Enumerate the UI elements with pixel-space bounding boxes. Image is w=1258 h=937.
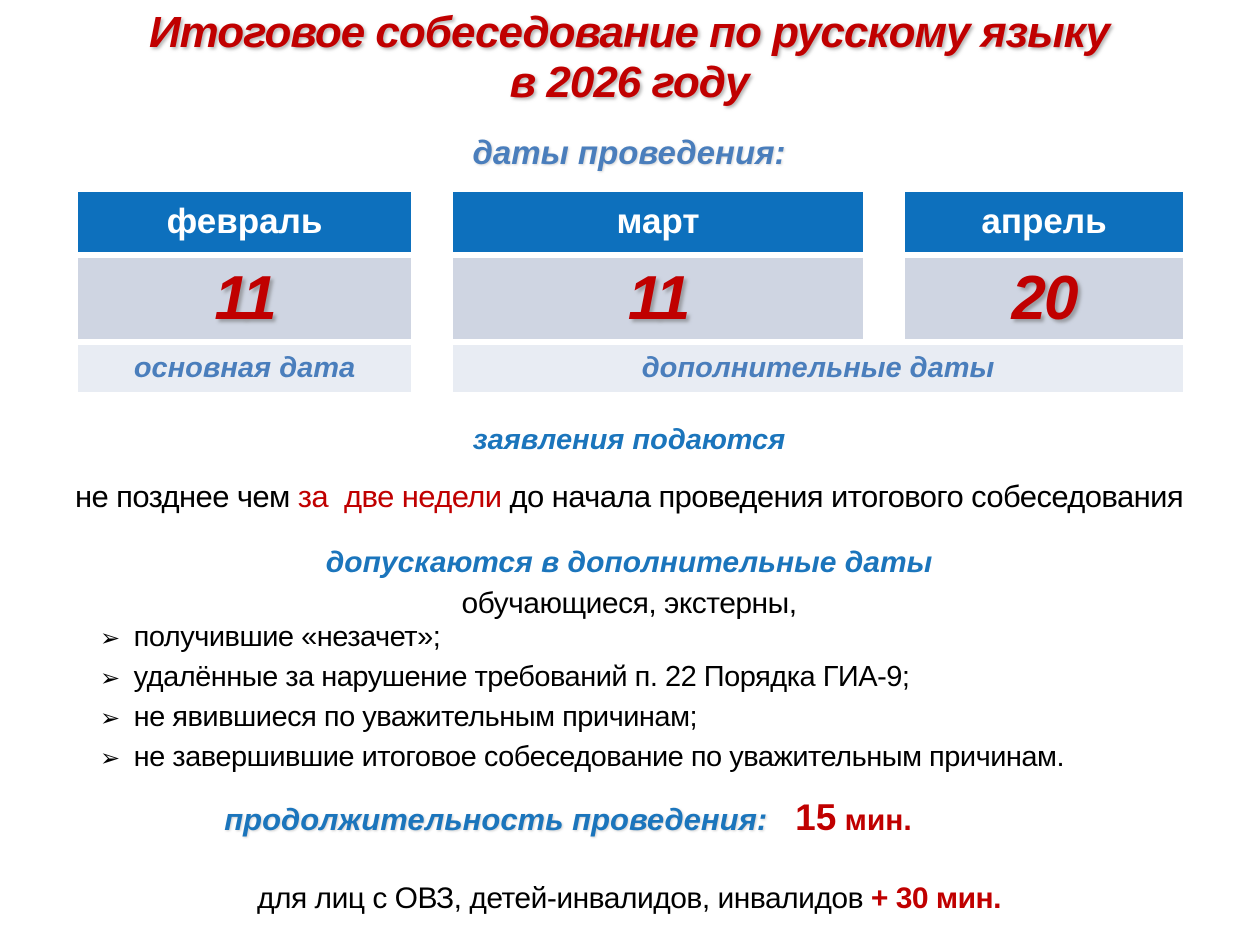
list-item: ➢ удалённые за нарушение требований п. 22…: [100, 662, 1218, 694]
arrowhead-bullet-icon: ➢: [100, 705, 120, 732]
special-duration-line: для лиц с ОВЗ, детей-инвалидов, инвалидо…: [0, 882, 1258, 916]
list-item: ➢ не явившиеся по уважительным причинам;: [100, 702, 1218, 734]
month-header-april: апрель: [905, 192, 1183, 252]
title-line-2: в 2026 году: [509, 58, 750, 107]
month-day-april: 20: [905, 258, 1183, 339]
duration-line: продолжительность проведения: 15 мин.: [0, 797, 1136, 839]
special-duration-value: + 30 мин.: [870, 882, 1002, 915]
deadline-highlight: за две недели: [297, 479, 502, 514]
month-day-march: 11: [453, 258, 863, 339]
month-header-march: март: [453, 192, 863, 252]
arrowhead-bullet-icon: ➢: [100, 665, 120, 692]
month-day-february: 11: [78, 258, 411, 339]
arrowhead-bullet-icon: ➢: [100, 745, 120, 772]
duration-heading: продолжительность проведения:: [224, 802, 768, 837]
list-item-text: получившие «незачет»;: [133, 621, 441, 653]
list-item-text: не завершившие итоговое собеседование по…: [133, 741, 1065, 773]
arrowhead-bullet-icon: ➢: [100, 625, 120, 652]
additional-dates-label: дополнительные даты: [453, 345, 1183, 392]
primary-date-label: основная дата: [78, 345, 411, 392]
list-item: ➢ не завершившие итоговое собеседование п…: [100, 742, 1218, 774]
deadline-text-after: до начала проведения итогового собеседов…: [501, 479, 1184, 514]
admission-list: ➢ получившие «незачет»; ➢ удалённые за нар…: [100, 622, 1218, 782]
duration-unit: мин.: [836, 804, 912, 837]
admission-subheading: обучающиеся, экстерны,: [461, 587, 797, 620]
list-item-text: удалённые за нарушение требований п. 22 …: [133, 661, 910, 693]
admission-heading: допускаются в дополнительные даты: [325, 546, 933, 579]
month-header-february: февраль: [78, 192, 411, 252]
page-title: Итоговое собеседование по русскому языку…: [0, 8, 1258, 108]
list-item-text: не явившиеся по уважительным причинам;: [133, 701, 698, 733]
dates-heading: даты проведения:: [472, 134, 786, 171]
list-item: ➢ получившие «незачет»;: [100, 622, 1218, 654]
applications-deadline-text: не позднее чем за две недели до начала п…: [0, 479, 1258, 515]
special-duration-text: для лиц с ОВЗ, детей-инвалидов, инвалидо…: [256, 882, 871, 915]
title-line-1: Итоговое собеседование по русскому языку: [149, 8, 1110, 57]
duration-value: 15: [795, 797, 837, 838]
deadline-text-before: не позднее чем: [74, 479, 298, 514]
applications-heading: заявления подаются: [472, 424, 786, 456]
